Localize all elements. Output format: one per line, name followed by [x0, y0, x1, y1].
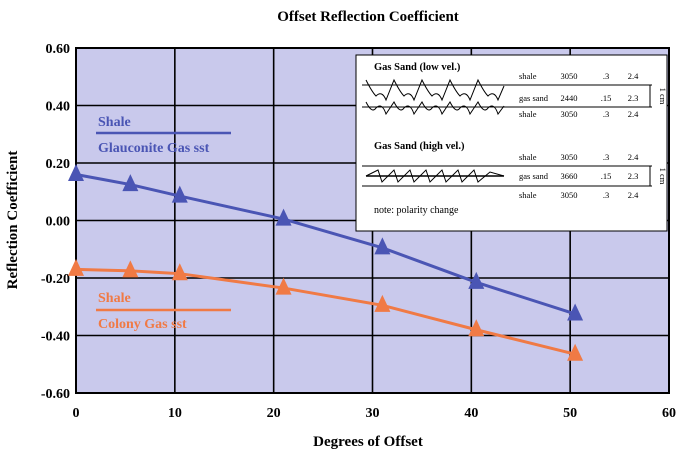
inset-cell: .3 — [603, 190, 609, 200]
x-tick-label: 10 — [168, 406, 182, 421]
inset-low-scale: 1 cm — [658, 88, 668, 105]
inset-cell: 3660 — [561, 171, 578, 181]
inset-cell: .3 — [603, 71, 609, 81]
inset-panel: Gas Sand (low vel.) shale 3050 .3 2.4 gas sa… — [355, 54, 668, 232]
inset-cell: .3 — [603, 152, 609, 162]
inset-title-low: Gas Sand (low vel.) — [374, 62, 461, 73]
inset-cell: shale — [519, 71, 537, 81]
inset-high-scale: 1 cm — [658, 168, 668, 185]
series-0-marker — [275, 208, 292, 226]
x-tick-label: 50 — [563, 406, 577, 421]
inset-title-high: Gas Sand (high vel.) — [374, 141, 465, 152]
y-tick-label: -0.60 — [41, 387, 70, 402]
series-0-marker — [468, 271, 485, 289]
inset-cell: 2.3 — [628, 93, 639, 103]
tick-labels: 0 10 20 30 40 50 60 0.60 0.40 0.20 0.00 -0.20 -0.40 -… — [41, 42, 676, 421]
inset-cell: 3050 — [561, 152, 578, 162]
series-0-marker — [374, 237, 391, 255]
inset-cell: 2.4 — [628, 71, 639, 81]
chart-title: Offset Reflection Coefficient — [277, 9, 459, 25]
series-1-marker — [68, 258, 84, 276]
series-1-marker — [275, 277, 292, 295]
y-tick-label: 0.00 — [46, 215, 71, 230]
inset-cell: .15 — [601, 171, 612, 181]
series-0-marker — [122, 174, 139, 192]
x-axis-label: Degrees of Offset — [313, 434, 423, 450]
seismic-trace-low — [365, 78, 505, 102]
x-tick-label: 60 — [662, 406, 676, 421]
inset-cell: shale — [519, 152, 537, 162]
legend-colony-bottom: Colony Gas sst — [98, 317, 187, 332]
inset-rows-high: shale 3050 .3 2.4 gas sand 3660 .15 2.3 shale 305… — [519, 152, 639, 200]
inset-cell: 3050 — [561, 109, 578, 119]
y-tick-label: -0.40 — [41, 330, 70, 345]
y-tick-label: 0.40 — [46, 100, 71, 115]
series-layer — [68, 164, 584, 361]
series-1-marker — [122, 260, 139, 278]
series-0-marker — [567, 303, 584, 321]
legend-colony-top: Shale — [98, 291, 131, 306]
series-1-marker — [374, 294, 391, 312]
inset-rows-low: shale 3050 .3 2.4 gas sand 2440 .15 2.3 shale 305… — [519, 71, 639, 119]
series-1-marker — [468, 319, 485, 337]
inset-cell: 2.4 — [628, 190, 639, 200]
inset-cell: shale — [519, 190, 537, 200]
y-tick-label: 0.60 — [46, 42, 71, 57]
inset-cell: .15 — [601, 93, 612, 103]
seismic-trace-high — [365, 169, 505, 183]
inset-cell: gas sand — [519, 171, 549, 181]
y-axis-label: Reflection Coefficient — [5, 151, 21, 290]
legend-glauconite-top: Shale — [98, 115, 131, 130]
x-tick-label: 0 — [73, 406, 80, 421]
series-0-marker — [68, 164, 84, 181]
seismic-trace-low-lower — [365, 101, 505, 116]
legend-glauconite: Shale Glauconite Gas sst — [96, 115, 231, 156]
legend-glauconite-bottom: Glauconite Gas sst — [98, 141, 210, 156]
series-1-marker — [567, 343, 584, 361]
x-tick-label: 30 — [366, 406, 380, 421]
inset-cell: .3 — [603, 109, 609, 119]
inset-cell: 2.3 — [628, 171, 639, 181]
y-tick-label: -0.20 — [41, 272, 70, 287]
inset-box — [355, 54, 668, 232]
inset-cell: gas sand — [519, 93, 549, 103]
legend-colony: Shale Colony Gas sst — [96, 291, 231, 332]
inset-note: note: polarity change — [374, 205, 459, 216]
inset-cell: 2.4 — [628, 152, 639, 162]
y-tick-label: 0.20 — [46, 157, 71, 172]
x-tick-label: 20 — [267, 406, 281, 421]
inset-cell: 2440 — [561, 93, 578, 103]
inset-cell: shale — [519, 109, 537, 119]
inset-cell: 3050 — [561, 71, 578, 81]
x-tick-label: 40 — [464, 406, 478, 421]
series-1-marker — [171, 263, 188, 281]
series-0-marker — [171, 185, 188, 203]
inset-cell: 2.4 — [628, 109, 639, 119]
inset-cell: 3050 — [561, 190, 578, 200]
